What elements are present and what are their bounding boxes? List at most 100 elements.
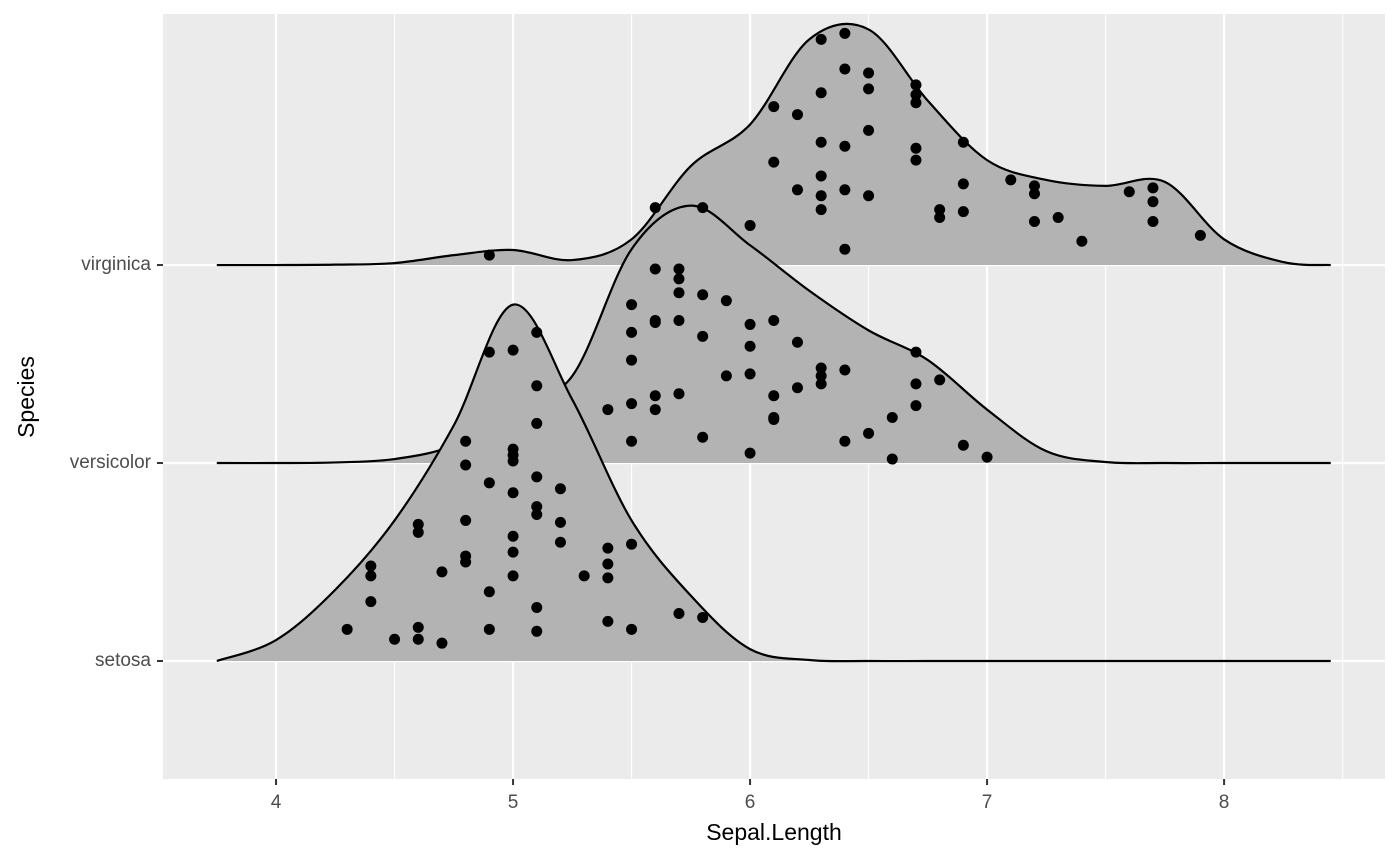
point <box>673 607 685 619</box>
point <box>531 508 543 520</box>
point <box>744 318 756 330</box>
point <box>815 170 827 182</box>
point <box>460 514 472 526</box>
point <box>602 558 614 570</box>
point <box>957 136 969 148</box>
point <box>815 136 827 148</box>
point <box>531 380 543 392</box>
point <box>626 299 638 311</box>
point <box>483 586 495 598</box>
ridges <box>216 22 1331 663</box>
point <box>815 33 827 45</box>
point <box>815 378 827 390</box>
point <box>1123 186 1135 198</box>
point <box>673 388 685 400</box>
point <box>863 67 875 79</box>
point <box>578 570 590 582</box>
point <box>436 637 448 649</box>
point <box>412 518 424 530</box>
point <box>815 190 827 202</box>
point <box>673 263 685 275</box>
point <box>602 542 614 554</box>
ridge-area <box>216 23 1331 266</box>
x-tick-label: 5 <box>508 792 519 813</box>
point <box>910 400 922 412</box>
point <box>412 621 424 633</box>
point <box>791 382 803 394</box>
point <box>910 142 922 154</box>
point <box>1194 229 1206 241</box>
point <box>768 390 780 402</box>
point <box>934 374 946 386</box>
point <box>1147 182 1159 194</box>
point <box>934 212 946 224</box>
x-tick-label: 8 <box>1219 792 1230 813</box>
point <box>531 471 543 483</box>
point <box>507 530 519 542</box>
point <box>673 287 685 299</box>
point <box>554 483 566 495</box>
point <box>507 487 519 499</box>
point <box>626 435 638 447</box>
point <box>720 370 732 382</box>
point <box>1147 215 1159 227</box>
point <box>839 435 851 447</box>
point <box>483 623 495 635</box>
point <box>1076 235 1088 247</box>
point <box>412 526 424 538</box>
y-tick-label: setosa <box>95 650 151 671</box>
point <box>697 431 709 443</box>
point <box>483 346 495 358</box>
point <box>981 451 993 463</box>
point <box>554 516 566 528</box>
y-axis-title: Species <box>13 356 39 438</box>
point <box>673 273 685 285</box>
point <box>531 602 543 614</box>
point <box>649 202 661 214</box>
point <box>768 413 780 425</box>
x-tick-label: 6 <box>745 792 756 813</box>
point <box>412 633 424 645</box>
point <box>768 101 780 113</box>
point <box>863 124 875 136</box>
point <box>957 206 969 218</box>
y-tick-label: versicolor <box>70 452 152 473</box>
point <box>910 346 922 358</box>
point <box>910 378 922 390</box>
point <box>602 615 614 627</box>
point <box>626 398 638 410</box>
point <box>910 154 922 166</box>
point <box>1005 174 1017 186</box>
point <box>626 354 638 366</box>
point <box>697 611 709 623</box>
point <box>531 501 543 513</box>
point <box>365 596 377 608</box>
point <box>910 97 922 109</box>
point <box>602 572 614 584</box>
point <box>626 326 638 338</box>
point <box>815 204 827 216</box>
point <box>649 390 661 402</box>
point <box>839 140 851 152</box>
point <box>815 87 827 99</box>
point <box>483 249 495 261</box>
point <box>531 326 543 338</box>
point <box>839 243 851 255</box>
point <box>886 411 898 423</box>
point <box>839 184 851 196</box>
point <box>910 89 922 101</box>
ridge-area <box>216 205 1331 464</box>
point <box>791 109 803 121</box>
point <box>934 204 946 216</box>
ridge-line <box>216 204 1331 465</box>
point <box>744 368 756 380</box>
point <box>626 623 638 635</box>
point <box>341 623 353 635</box>
point <box>744 219 756 231</box>
point <box>839 364 851 376</box>
point <box>744 340 756 352</box>
x-tick-label: 4 <box>271 792 282 813</box>
point <box>460 435 472 447</box>
point <box>697 202 709 214</box>
point <box>365 560 377 572</box>
